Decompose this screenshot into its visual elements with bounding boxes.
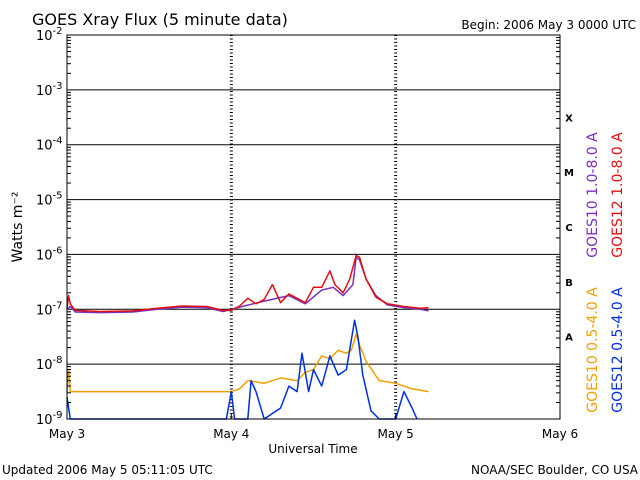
flare-class-label: C <box>565 223 572 234</box>
x-tick-label: May 5 <box>378 427 414 441</box>
chart-title: GOES Xray Flux (5 minute data) <box>32 10 288 29</box>
flare-class-label: B <box>565 278 573 289</box>
grid-lines <box>67 35 560 419</box>
series-line <box>66 333 429 393</box>
source-text: NOAA/SEC Boulder, CO USA <box>471 463 639 477</box>
series-line <box>66 319 418 420</box>
series-line <box>66 256 429 314</box>
legend-entry: GOES12 1.0-8.0 A <box>610 132 626 258</box>
plot-frame <box>66 34 561 420</box>
x-tick-label: May 3 <box>49 427 85 441</box>
begin-label: Begin: 2006 May 3 0000 UTC <box>461 18 636 32</box>
flare-class-label: X <box>565 113 573 124</box>
y-tick-label: 10-3 <box>36 81 63 99</box>
y-tick-label: 10-7 <box>36 300 63 318</box>
x-axis-label: Universal Time <box>268 442 357 456</box>
y-axis-label: Watts m⁻² <box>10 192 26 263</box>
series-line <box>66 254 429 313</box>
x-tick-label: May 4 <box>213 427 249 441</box>
y-tick-label: 10-8 <box>36 355 63 373</box>
y-tick-label: 10-4 <box>36 136 63 154</box>
flare-class-label: A <box>565 333 573 344</box>
flare-class-label: M <box>564 168 574 179</box>
series-layer <box>66 254 429 420</box>
flare-class-labels: X M C B A <box>564 113 574 343</box>
y-axis-ticks: 10-2 10-3 10-4 10-5 10-6 10-7 10-8 10-9 <box>36 26 560 428</box>
x-axis-ticks: May 3 May 4 May 5 May 6 <box>49 413 578 441</box>
legend-entry: GOES10 1.0-8.0 A <box>585 132 601 258</box>
x-tick-label: May 6 <box>542 427 578 441</box>
legend-entry: GOES10 0.5-4.0 A <box>585 287 601 413</box>
legend: GOES10 1.0-8.0 A GOES12 1.0-8.0 A GOES10 0… <box>585 132 626 413</box>
y-tick-label: 10-9 <box>36 410 63 428</box>
legend-entry: GOES12 0.5-4.0 A <box>610 287 626 413</box>
y-tick-label: 10-2 <box>36 26 63 44</box>
updated-text: Updated 2006 May 5 05:11:05 UTC <box>2 463 213 477</box>
y-tick-label: 10-5 <box>36 191 63 209</box>
y-tick-label: 10-6 <box>36 245 63 263</box>
